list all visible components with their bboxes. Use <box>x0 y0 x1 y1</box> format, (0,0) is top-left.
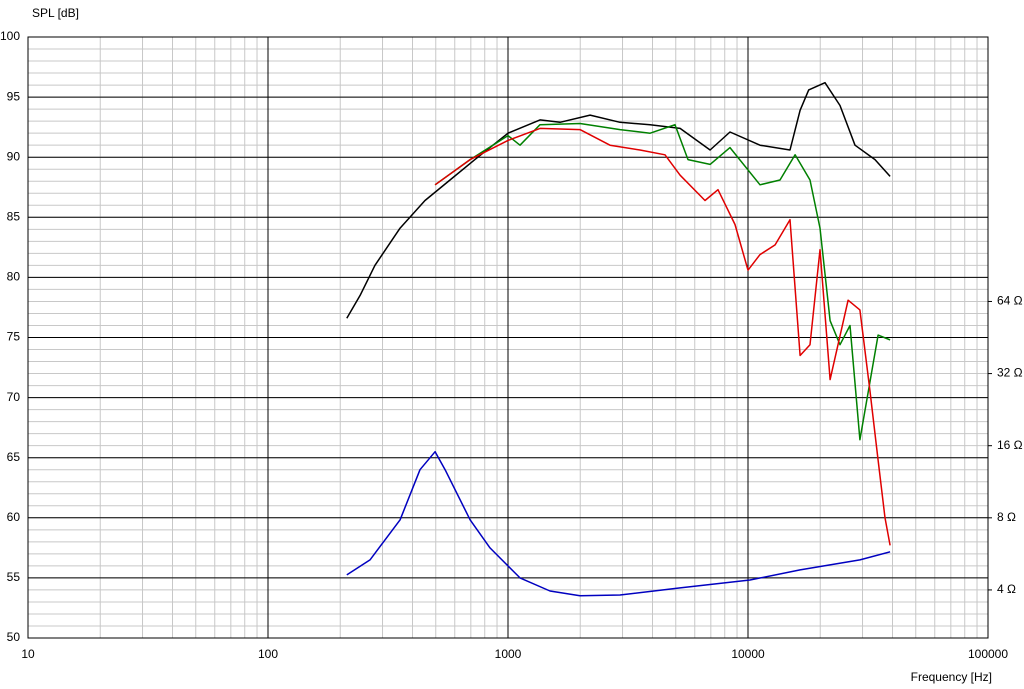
y2-tick-label: 64 Ω <box>997 294 1023 308</box>
y2-tick-label: 32 Ω <box>997 366 1023 380</box>
series-line <box>346 81 891 319</box>
y-tick-label: 85 <box>7 209 21 223</box>
y-tick-label: 100 <box>0 29 20 43</box>
x-tick-label: 100 <box>258 647 278 661</box>
x-tick-label: 10000 <box>731 647 765 661</box>
y2-tick-label: 16 Ω <box>997 438 1023 452</box>
y2-tick-label: 8 Ω <box>997 510 1016 524</box>
y-tick-label: 90 <box>7 149 21 163</box>
y-tick-label: 70 <box>7 390 21 404</box>
y-tick-label: 95 <box>7 89 21 103</box>
y2-tick-label: 4 Ω <box>997 582 1016 596</box>
x-axis-label: Frequency [Hz] <box>911 670 992 684</box>
y-tick-label: 65 <box>7 450 21 464</box>
y-tick-label: 55 <box>7 570 21 584</box>
y-axis-label: SPL [dB] <box>32 6 79 20</box>
y-tick-label: 80 <box>7 270 21 284</box>
y-tick-label: 60 <box>7 510 21 524</box>
plot-frame <box>27 36 989 639</box>
x-tick-label: 100000 <box>968 647 1008 661</box>
series-line <box>346 450 891 597</box>
x-tick-label: 1000 <box>495 647 522 661</box>
series-line <box>434 127 891 546</box>
x-tick-label: 10 <box>21 647 35 661</box>
y-tick-label: 50 <box>7 630 21 644</box>
y-tick-label: 75 <box>7 330 21 344</box>
